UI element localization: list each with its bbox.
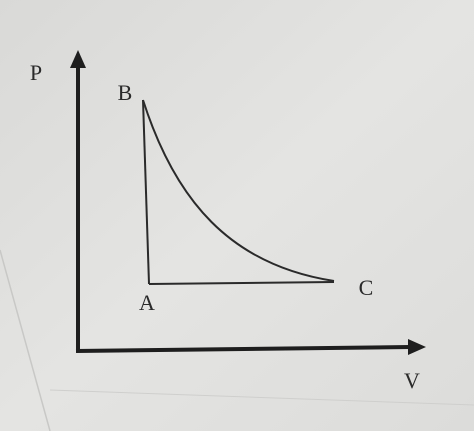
x-axis-label: V xyxy=(404,368,420,393)
process-line-ba xyxy=(142,99,150,285)
paper-fold xyxy=(49,389,474,406)
y-axis-label: P xyxy=(30,60,42,85)
y-axis-arrow xyxy=(70,50,86,68)
process-curve-bc xyxy=(142,99,335,282)
point-label: A xyxy=(139,290,155,315)
x-axis xyxy=(75,345,411,353)
paper-edge xyxy=(0,249,51,431)
point-label: C xyxy=(359,275,374,300)
x-axis-arrow xyxy=(408,339,426,355)
point-label: B xyxy=(118,80,133,105)
process-line-ac xyxy=(148,281,335,285)
